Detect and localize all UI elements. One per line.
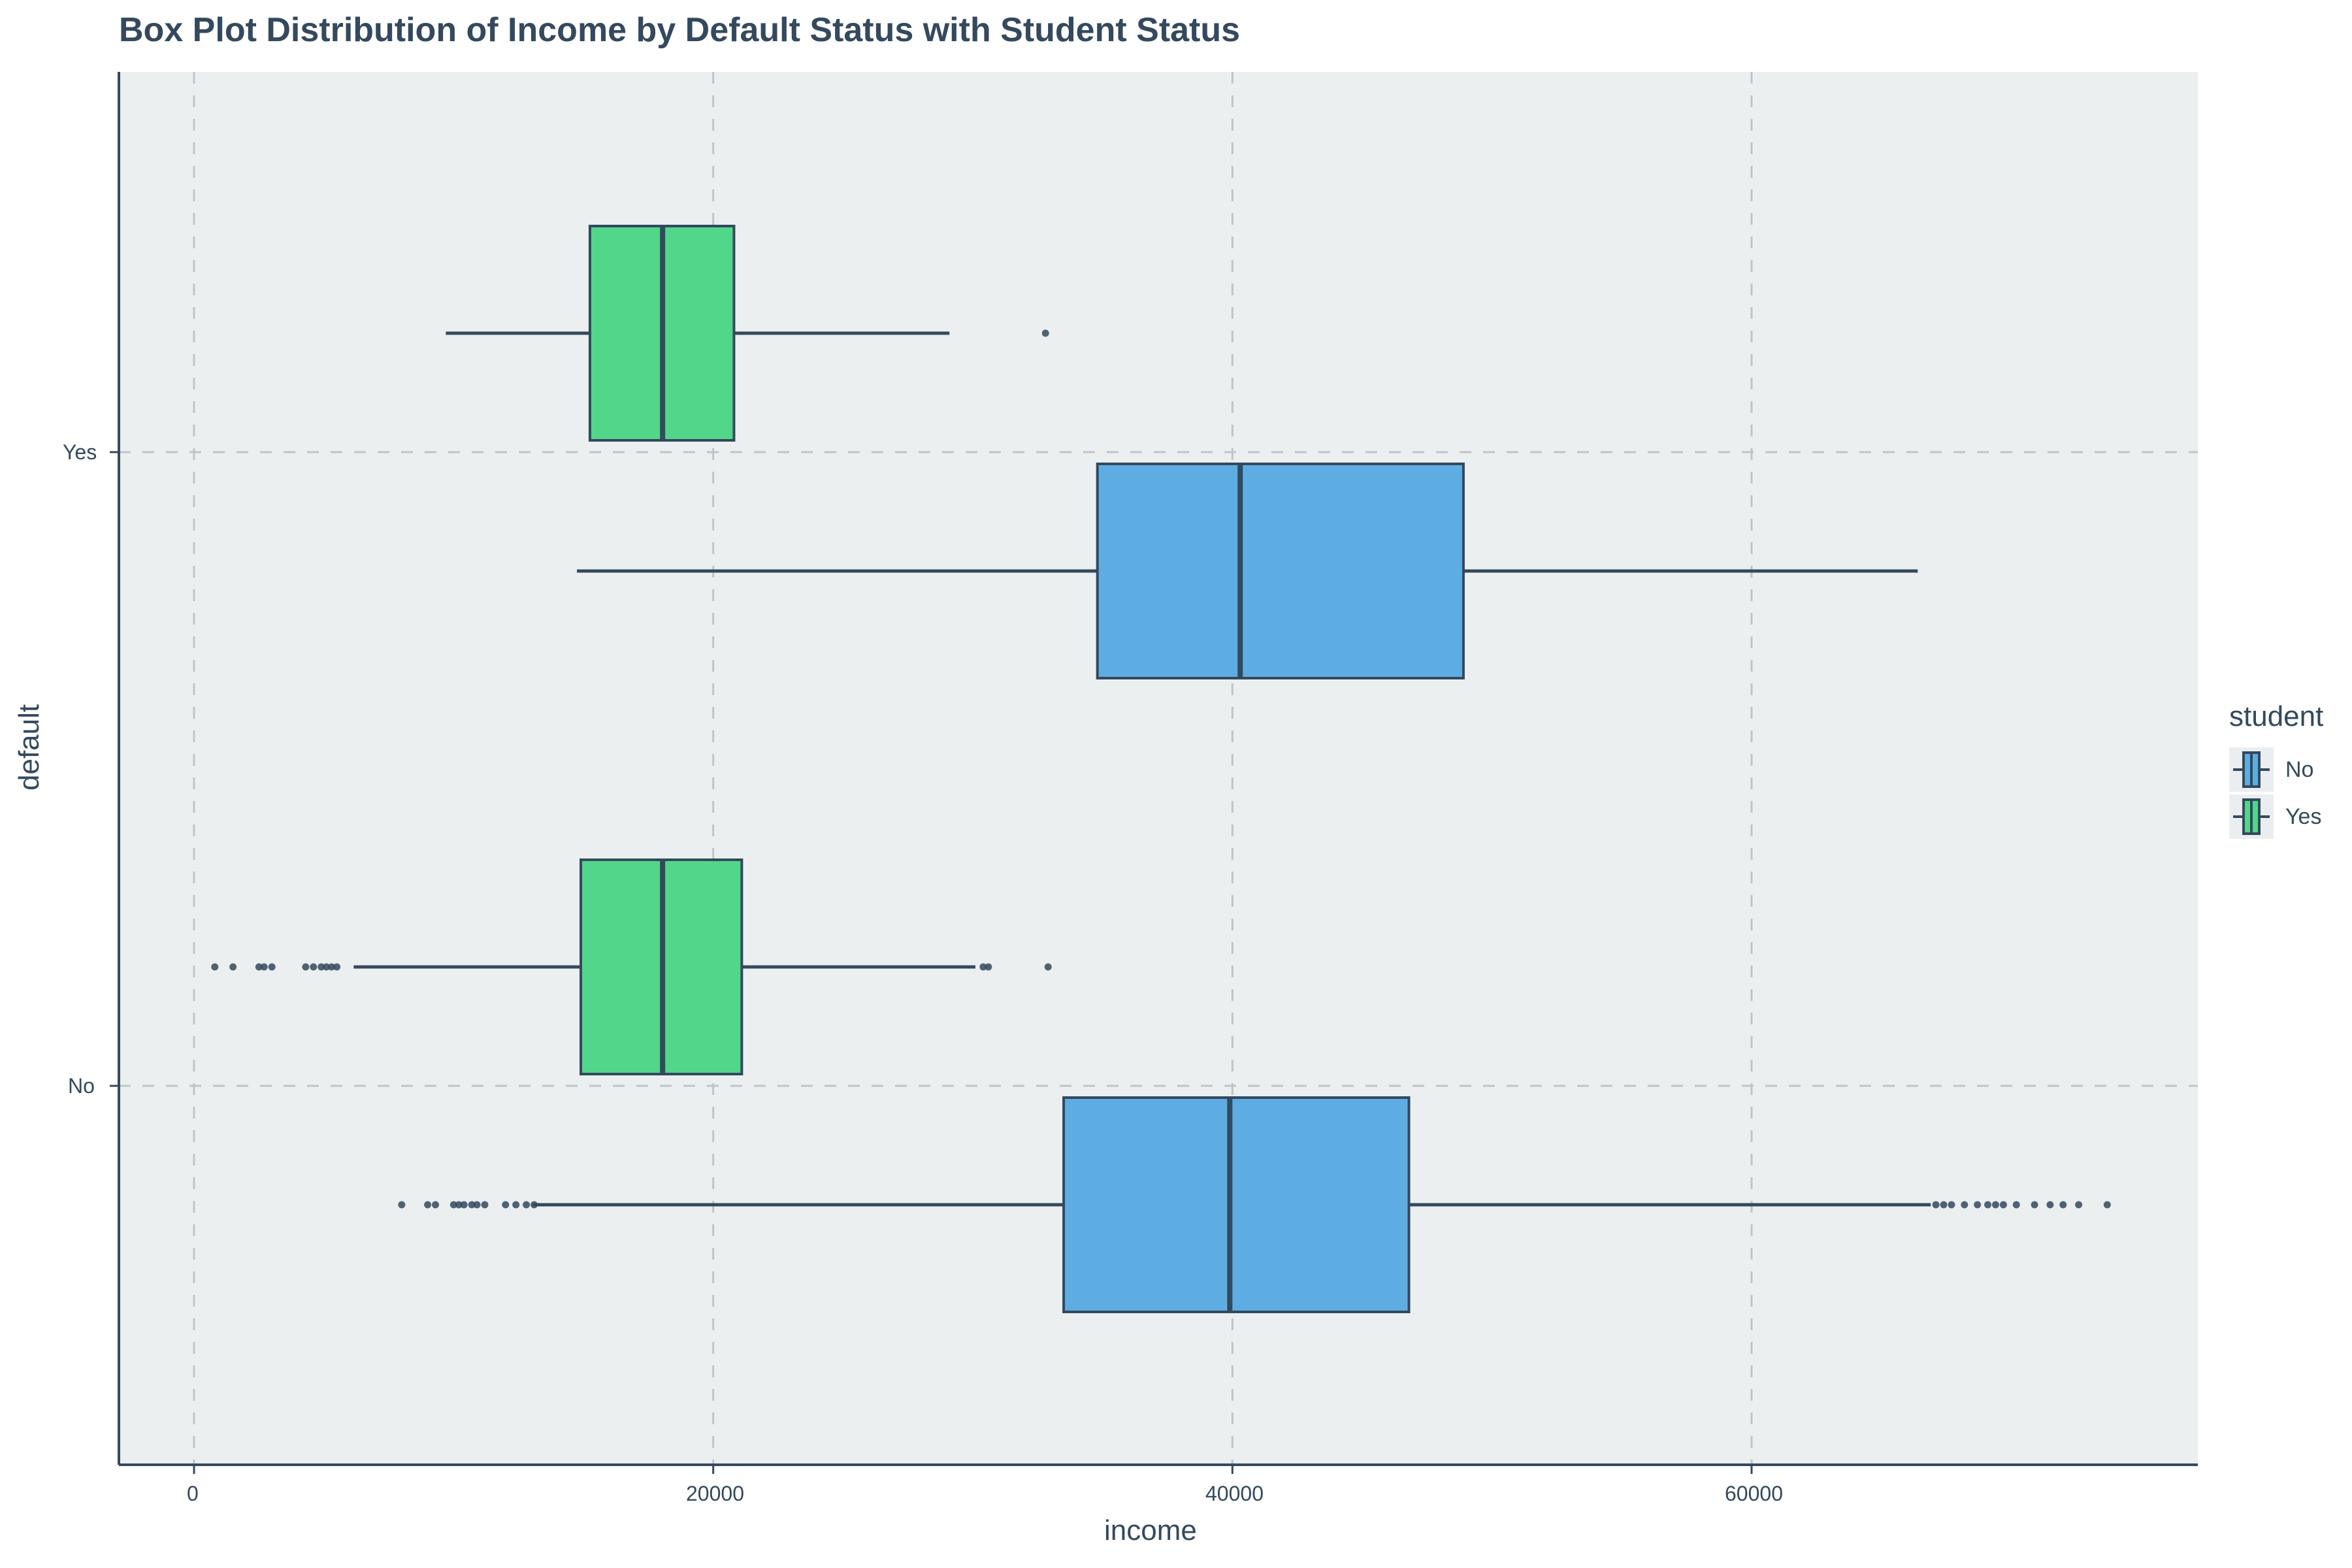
box-swatch-icon — [2229, 794, 2274, 839]
outlier-point — [473, 1201, 481, 1209]
legend-item-yes: Yes — [2229, 794, 2321, 839]
outlier-point — [531, 1201, 538, 1209]
box-swatch-icon — [2229, 747, 2274, 792]
outlier-point — [979, 963, 987, 971]
outlier-point — [1961, 1201, 1968, 1209]
outlier-point — [424, 1201, 432, 1209]
outlier-point — [1940, 1201, 1948, 1209]
x-tick-0: 0 — [187, 1482, 199, 1505]
outlier-point — [318, 963, 325, 971]
x-tick-20000: 20000 — [686, 1482, 744, 1505]
legend-label-no: No — [2285, 757, 2314, 782]
outlier-point — [460, 1201, 468, 1209]
outlier-point — [2046, 1201, 2054, 1209]
outlier-point — [523, 1201, 531, 1209]
box-no — [1062, 1096, 1411, 1313]
outlier-point — [328, 963, 336, 971]
y-axis-label: default — [13, 704, 45, 791]
x-tick-60000: 60000 — [1725, 1482, 1783, 1505]
box-no — [1096, 463, 1465, 679]
outlier-point — [2103, 1201, 2111, 1209]
outlier-point — [1041, 329, 1049, 337]
chart-title: Box Plot Distribution of Income by Defau… — [119, 11, 1241, 49]
x-tick-40000: 40000 — [1205, 1482, 1264, 1505]
outlier-point — [1948, 1201, 1955, 1209]
outlier-point — [449, 1201, 457, 1209]
outlier-point — [260, 963, 268, 971]
legend-item-no: No — [2229, 747, 2313, 792]
outlier-point — [310, 963, 318, 971]
outlier-point — [481, 1201, 489, 1209]
outlier-point — [2059, 1201, 2067, 1209]
outlier-point — [333, 963, 341, 971]
y-tick-no: No — [68, 1074, 95, 1098]
outlier-point — [2031, 1201, 2038, 1209]
outlier-point — [229, 963, 237, 971]
outlier-point — [1932, 1201, 1940, 1209]
outlier-point — [432, 1201, 440, 1209]
outlier-point — [398, 1201, 406, 1209]
outlier-point — [2012, 1201, 2020, 1209]
outlier-point — [512, 1201, 520, 1209]
outlier-point — [1974, 1201, 1982, 1209]
outlier-point — [1991, 1201, 1999, 1209]
outlier-point — [211, 963, 219, 971]
outlier-point — [255, 963, 263, 971]
outlier-point — [323, 963, 331, 971]
x-axis-label: income — [1104, 1514, 1197, 1546]
outlier-point — [302, 963, 310, 971]
outlier-point — [502, 1201, 510, 1209]
outlier-point — [468, 1201, 476, 1209]
outlier-point — [1999, 1201, 2007, 1209]
outlier-point — [2075, 1201, 2083, 1209]
legend-label-yes: Yes — [2285, 804, 2322, 829]
outlier-point — [1984, 1201, 1992, 1209]
legend-title: student — [2229, 700, 2324, 732]
outlier-point — [268, 963, 276, 971]
outlier-point — [455, 1201, 463, 1209]
outlier-point — [985, 963, 992, 971]
y-tick-yes: Yes — [63, 440, 97, 464]
outlier-point — [1044, 963, 1052, 971]
